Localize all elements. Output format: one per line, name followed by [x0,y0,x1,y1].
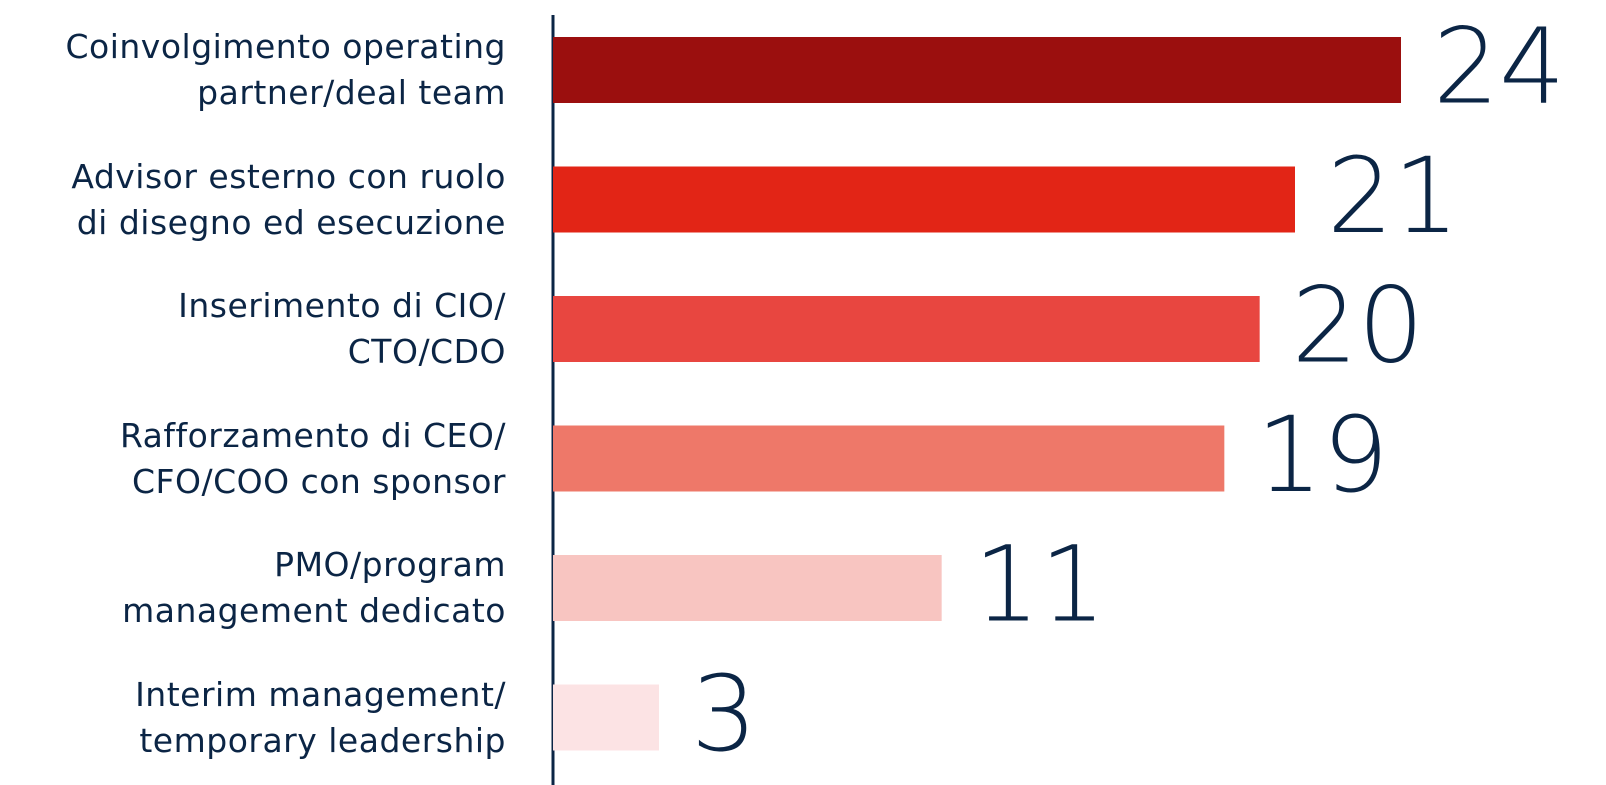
bar [553,37,1401,103]
category-label: Interim management/ temporary leadership [135,674,506,760]
value-label: 20 [1292,264,1424,386]
value-label: 3 [691,653,757,775]
category-label: PMO/program management dedicato [122,545,506,630]
value-label: 19 [1256,394,1388,516]
bar [553,296,1260,362]
value-label: 21 [1327,135,1459,257]
category-label: Inserimento di CIO/ CTO/CDO [178,286,506,371]
bar [553,425,1225,492]
bar [553,166,1295,233]
category-label: Coinvolgimento operating partner/deal te… [65,27,506,112]
category-label: Rafforzamento di CEO/ CFO/COO con sponso… [119,415,506,501]
value-label: 24 [1433,5,1565,127]
category-label: Advisor esterno con ruolo di disegno ed … [71,156,506,242]
bar [553,555,942,621]
bar [553,684,659,751]
value-label: 11 [974,523,1106,645]
